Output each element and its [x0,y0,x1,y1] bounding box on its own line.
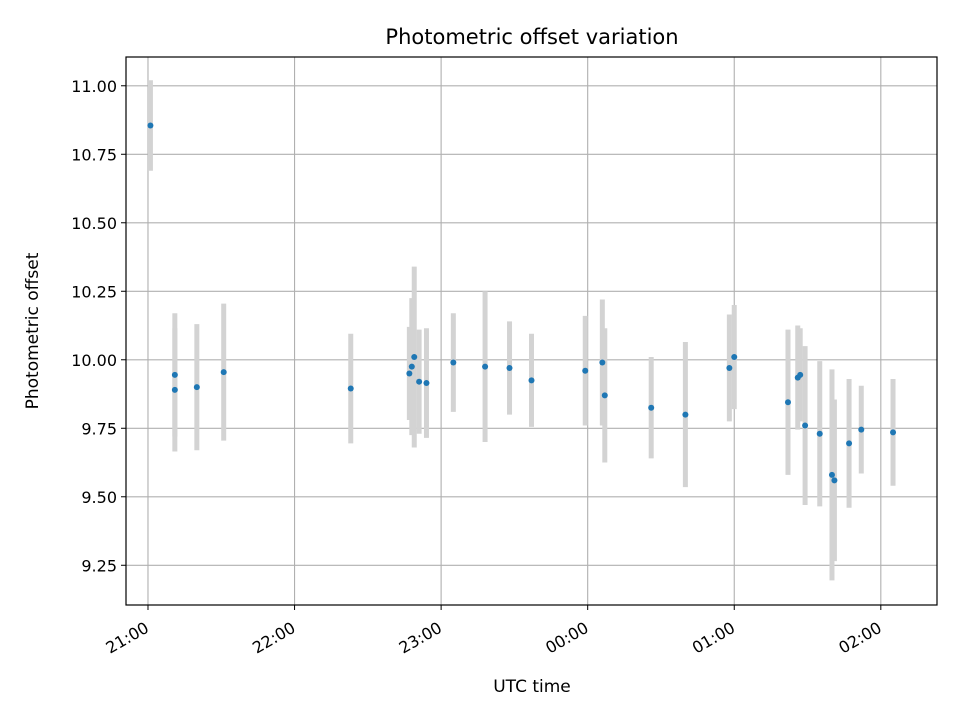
data-point [220,369,227,376]
data-point [450,359,457,366]
data-point [858,426,865,433]
data-point [601,392,608,399]
x-axis-ticks: 21:00 22:00 23:00 00:00 01:00 02:00 [103,605,885,658]
y-tick-label: 11.00 [71,77,117,96]
error-bars [147,80,896,581]
data-point [816,430,823,437]
data-point [599,359,606,366]
data-point [347,385,354,392]
y-tick-label: 10.50 [71,214,117,233]
x-tick-label: 02:00 [835,618,884,658]
data-point [528,377,535,384]
data-point [171,371,178,378]
data-point [193,384,200,391]
data-point [147,122,154,129]
y-tick-label: 10.00 [71,351,117,370]
x-tick-label: 01:00 [689,618,738,658]
x-axis-title: UTC time [493,677,571,697]
data-point [726,364,733,371]
data-point [582,367,589,374]
data-point [682,411,689,418]
y-tick-label: 9.50 [81,488,117,507]
y-axis-title: Photometric offset [23,252,43,409]
x-tick-label: 23:00 [396,618,445,658]
data-point [731,354,738,361]
data-point [648,404,655,411]
data-point [802,422,809,429]
data-point [171,386,178,393]
data-point [797,371,804,378]
data-point [423,380,430,387]
data-point [408,363,415,370]
data-point [411,354,418,361]
chart-title: Photometric offset variation [385,25,678,49]
data-point [846,440,853,447]
data-point [482,363,489,370]
x-tick-label: 22:00 [249,618,298,658]
data-point [831,477,838,484]
y-tick-label: 10.25 [71,282,117,301]
data-point [890,429,897,436]
y-tick-label: 10.75 [71,145,117,164]
grid-lines [126,57,937,605]
y-axis-ticks: 9.25 9.50 9.75 10.00 10.25 10.50 10.75 11.00 [71,77,126,575]
data-point [828,471,835,478]
plot-frame [125,56,938,606]
data-point [406,370,413,377]
data-point [416,378,423,385]
x-tick-label: 00:00 [542,618,591,658]
data-point [506,364,513,371]
y-tick-label: 9.75 [81,419,117,438]
x-tick-label: 21:00 [103,618,152,658]
data-point [784,399,791,406]
data-points [147,122,897,484]
y-tick-label: 9.25 [81,556,117,575]
